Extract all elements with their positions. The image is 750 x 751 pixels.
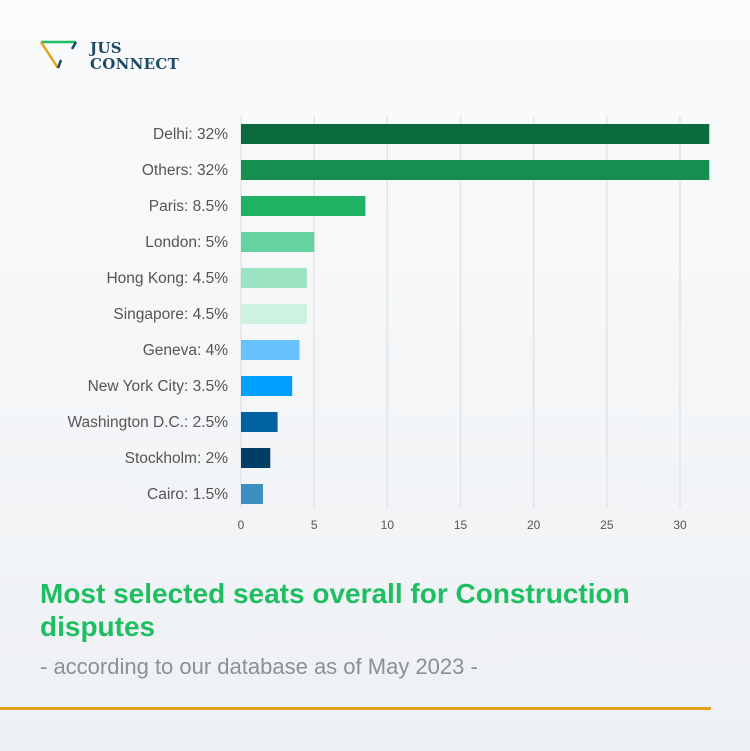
bar-chart: 0 5 10 15 20 25 30 Delhi: 32% Others: 32% Paris: … xyxy=(67,116,710,532)
brand-line1: JUS xyxy=(90,39,122,57)
triangle-logo-icon xyxy=(39,40,78,69)
category-label: Stockholm: 2% xyxy=(125,450,229,467)
bar xyxy=(241,304,307,324)
bar xyxy=(241,124,710,144)
divider xyxy=(0,707,711,710)
bar xyxy=(241,412,278,432)
x-tick-label: 25 xyxy=(600,518,614,532)
category-label: Delhi: 32% xyxy=(153,126,228,143)
chart-title: Most selected seats overall for Construc… xyxy=(40,578,630,642)
bar xyxy=(241,268,307,288)
bar xyxy=(241,232,315,252)
category-label: Cairo: 1.5% xyxy=(147,486,228,503)
category-label: Hong Kong: 4.5% xyxy=(106,270,228,287)
category-label: New York City: 3.5% xyxy=(88,378,229,395)
category-label: London: 5% xyxy=(145,234,228,251)
brand-line2: CONNECT xyxy=(90,55,180,73)
bar xyxy=(241,376,293,396)
category-label: Washington D.C.: 2.5% xyxy=(67,414,228,431)
category-label: Others: 32% xyxy=(142,162,228,179)
bar xyxy=(241,484,263,504)
category-label: Geneva: 4% xyxy=(143,342,229,359)
category-label: Singapore: 4.5% xyxy=(113,306,228,323)
chart-subtitle: - according to our database as of May 20… xyxy=(40,654,478,679)
bar xyxy=(241,448,271,468)
x-tick-label: 15 xyxy=(454,518,468,532)
x-tick-label: 20 xyxy=(527,518,541,532)
x-tick-label: 10 xyxy=(381,518,395,532)
category-label: Paris: 8.5% xyxy=(149,198,228,215)
x-tick-label: 5 xyxy=(311,518,318,532)
x-tick-label: 0 xyxy=(238,518,245,532)
bar xyxy=(241,160,710,180)
bar xyxy=(241,340,300,360)
x-tick-label: 30 xyxy=(673,518,687,532)
jus-connect-logo: JUS CONNECT xyxy=(39,40,179,75)
bar xyxy=(241,196,366,216)
